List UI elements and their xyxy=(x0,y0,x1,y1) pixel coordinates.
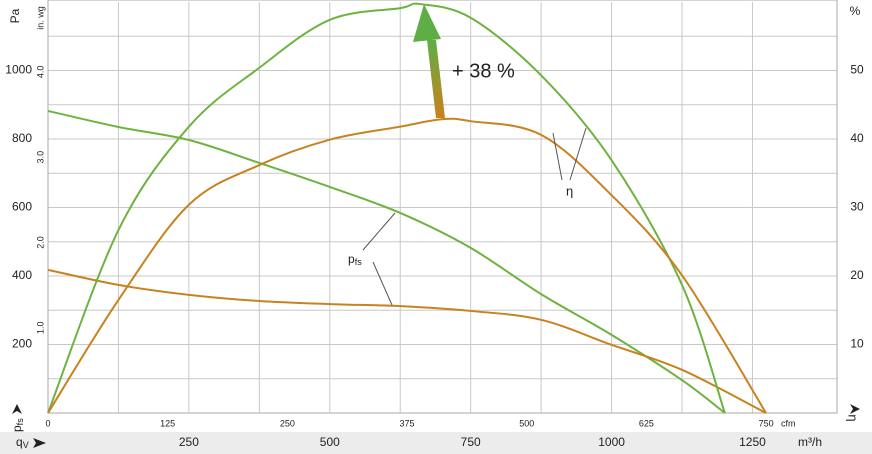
y2-tick-label: 10 xyxy=(850,337,864,351)
y-tick-label: 400 xyxy=(12,268,32,282)
gain-arrow-head xyxy=(413,4,441,42)
y3-axis-unit: in. wg xyxy=(35,6,45,30)
x2-tick-label: 375 xyxy=(400,418,415,428)
y-axis-label: pfs xyxy=(10,418,25,432)
y-axis-unit: Pa xyxy=(8,8,22,23)
x2-tick-label: 625 xyxy=(639,418,654,428)
plot-frame xyxy=(47,0,838,414)
y-tick-label: 200 xyxy=(12,337,32,351)
y3-tick-label: 4.0 xyxy=(35,66,45,79)
y-tick-label: 600 xyxy=(12,200,32,214)
x-tick-label: 750 xyxy=(461,435,481,449)
curve xyxy=(47,117,767,414)
x-tick-label: 1250 xyxy=(739,435,766,449)
y3-tick-label: 1.0 xyxy=(35,321,45,334)
x2-tick-label: 750 xyxy=(759,418,774,428)
y2-axis-label: η xyxy=(846,414,861,421)
x2-tick-label: 0 xyxy=(45,418,50,428)
axis-arrow xyxy=(12,404,22,414)
x-tick-label: 250 xyxy=(179,435,199,449)
y2-tick-label: 30 xyxy=(850,200,864,214)
x-tick-label: 1000 xyxy=(598,435,625,449)
y-tick-label: 1000 xyxy=(5,63,32,77)
gain-arrow xyxy=(427,40,445,118)
x-axis-unit: m³/h xyxy=(798,435,822,449)
axis-arrow xyxy=(850,404,860,414)
x2-axis-unit: cfm xyxy=(781,418,796,428)
x2-tick-label: 125 xyxy=(160,418,175,428)
y2-tick-label: 20 xyxy=(850,268,864,282)
gain-label: + 38 % xyxy=(452,60,515,82)
y2-tick-label: 50 xyxy=(850,63,864,77)
curve-label: η xyxy=(566,183,573,198)
curve-label: pfs xyxy=(348,252,362,267)
x2-tick-label: 250 xyxy=(280,418,295,428)
axis-arrow xyxy=(33,438,46,448)
x-tick-label: 500 xyxy=(320,435,340,449)
y3-tick-label: 2.0 xyxy=(35,236,45,249)
x2-tick-label: 500 xyxy=(519,418,534,428)
y-tick-label: 800 xyxy=(12,131,32,145)
x-axis-label: qV xyxy=(16,435,29,450)
curve xyxy=(47,2,726,414)
x-axis-band xyxy=(0,432,872,454)
curve xyxy=(47,268,767,414)
y3-tick-label: 3.0 xyxy=(35,151,45,164)
leader-line xyxy=(552,127,587,181)
leader-line xyxy=(362,212,396,306)
y2-tick-label: 40 xyxy=(850,131,864,145)
curve xyxy=(47,109,726,414)
y2-axis-unit: % xyxy=(850,4,861,18)
